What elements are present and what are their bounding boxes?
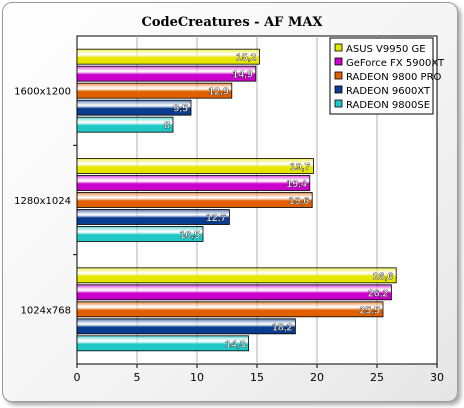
- bar-value-label: 12,7: [206, 212, 227, 224]
- bar-value-label: 9,5: [173, 103, 188, 115]
- legend-label: ASUS V9950 GE: [346, 44, 426, 55]
- legend: ASUS V9950 GE GeForce FX 5900XT RADEON 980…: [329, 37, 445, 115]
- legend-label: RADEON 9800 PRO: [346, 72, 442, 83]
- bar-value-label: 19,6: [289, 195, 310, 207]
- category-label: 1600x1200: [14, 87, 71, 98]
- bar-value-label: 12,9: [208, 86, 229, 98]
- bar-value-label: 26,6: [373, 270, 394, 282]
- bar-value-label: 18,2: [272, 321, 293, 333]
- legend-swatch: [334, 71, 343, 80]
- x-tick-label: 20: [310, 371, 324, 384]
- bar-value-label: 19,7: [290, 161, 311, 173]
- bar-value-label: 10,5: [180, 229, 201, 241]
- bar-value-label: 26,2: [368, 287, 389, 299]
- bar: [76, 116, 174, 133]
- bar: [76, 65, 257, 82]
- category-label: 1024x768: [21, 305, 71, 316]
- legend-label: GeForce FX 5900XT: [346, 58, 445, 69]
- legend-box: [329, 37, 434, 115]
- legend-swatch: [334, 57, 343, 66]
- bar: [76, 226, 204, 242]
- legend-label: RADEON 9800SE: [346, 100, 430, 111]
- x-tick-label: 5: [134, 371, 141, 384]
- legend-swatch: [334, 85, 343, 94]
- bar-value-label: 19,4: [286, 178, 307, 190]
- bar: [76, 209, 230, 225]
- bar: [76, 175, 311, 191]
- bar-value-label: 14,9: [232, 69, 253, 81]
- category-label: 1280x1024: [14, 196, 71, 207]
- bar: [76, 284, 392, 301]
- bar-value-label: 25,5: [360, 304, 381, 316]
- bar-value-label: 15,2: [236, 52, 257, 64]
- bar: [76, 335, 250, 352]
- bar-value-label: 14,3: [225, 338, 246, 350]
- bar: [76, 267, 397, 284]
- legend-swatch: [334, 99, 343, 108]
- legend-swatch: [334, 43, 343, 52]
- bar: [76, 99, 192, 116]
- bar: [76, 82, 233, 99]
- x-tick-label: 10: [190, 371, 204, 384]
- bar-value-label: 8: [164, 120, 170, 132]
- bar: [76, 158, 314, 174]
- chart-title: CodeCreatures - AF MAX: [141, 15, 323, 30]
- x-tick-label: 0: [74, 371, 81, 384]
- x-tick-label: 15: [250, 371, 264, 384]
- x-tick-label: 25: [370, 371, 384, 384]
- x-tick-label: 30: [430, 371, 444, 384]
- bar: [76, 192, 313, 208]
- legend-label: RADEON 9600XT: [346, 86, 431, 97]
- bar: [76, 318, 296, 335]
- bar: [76, 301, 384, 318]
- bar: [76, 48, 260, 65]
